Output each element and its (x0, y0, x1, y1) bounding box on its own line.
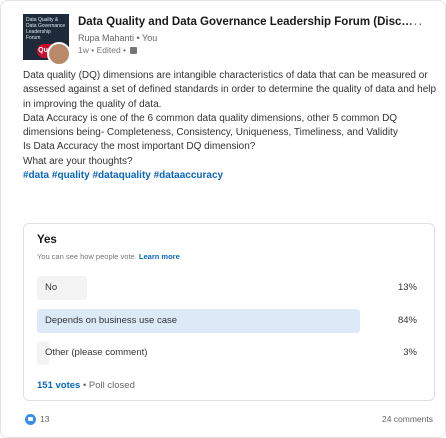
poll-votes-link[interactable]: 151 votes (37, 380, 81, 391)
group-title-link[interactable]: Data Quality and Data Governance Leaders… (78, 16, 413, 28)
more-horizontal-icon[interactable]: ... (408, 12, 424, 28)
post-meta: 1w • Edited • (78, 45, 138, 55)
poll-status: • Poll closed (82, 380, 135, 391)
post-body: Data quality (DQ) dimensions are intangi… (23, 69, 437, 183)
poll-option-other: Other (please comment) 3% (37, 341, 421, 365)
author-avatar[interactable] (47, 42, 71, 66)
logo-text: Data Quality & Data Governance Leadershi… (26, 17, 66, 41)
poll-option-no: No 13% (37, 276, 421, 300)
post-header: Data Quality & Data Governance Leadershi… (23, 12, 435, 66)
comments-count[interactable]: 24 comments (381, 414, 433, 424)
like-icon (25, 414, 36, 425)
poll-option-label: No (45, 282, 58, 293)
poll-option-depends: Depends on business use case 84% (37, 309, 421, 333)
social-counts: 13 24 comments (23, 413, 433, 429)
poll-option-label: Other (please comment) (45, 347, 148, 358)
author-name[interactable]: Rupa Mahanti • You (78, 33, 158, 43)
poll-visibility-text: You can see how people vote. (37, 252, 137, 261)
poll-question: Yes (37, 234, 57, 246)
hashtag-link[interactable]: #dataaccuracy (153, 170, 224, 182)
body-paragraph: Data Accuracy is one of the 6 common dat… (23, 112, 398, 139)
poll-option-label: Depends on business use case (45, 315, 178, 326)
hashtag-link[interactable]: #quality (51, 170, 93, 182)
poll-visibility-note: You can see how people vote. Learn more (37, 252, 180, 261)
poll-option-percent: 3% (403, 347, 417, 358)
hashtag-link[interactable]: #dataquality (92, 170, 154, 182)
poll-footer: 151 votes • Poll closed (37, 380, 135, 391)
hashtag-link[interactable]: #data (23, 170, 52, 182)
post-timestamp: 1w • Edited • (78, 45, 127, 55)
poll-option-bar (37, 276, 87, 300)
globe-icon (130, 47, 138, 54)
poll-option-bar (37, 341, 49, 365)
poll-option-percent: 84% (397, 315, 417, 326)
body-paragraph: What are your thoughts? (23, 155, 133, 167)
poll-option-percent: 13% (397, 282, 417, 293)
hashtag-list: #data #quality #dataquality #dataaccurac… (23, 169, 437, 183)
learn-more-link[interactable]: Learn more (138, 252, 180, 261)
body-paragraph: Is Data Accuracy the most important DQ d… (23, 141, 256, 153)
body-paragraph: Data quality (DQ) dimensions are intangi… (23, 70, 437, 110)
reaction-count[interactable]: 13 (40, 414, 50, 424)
poll-option-bar (37, 309, 360, 333)
poll-card: Yes You can see how people vote. Learn m… (23, 223, 435, 401)
